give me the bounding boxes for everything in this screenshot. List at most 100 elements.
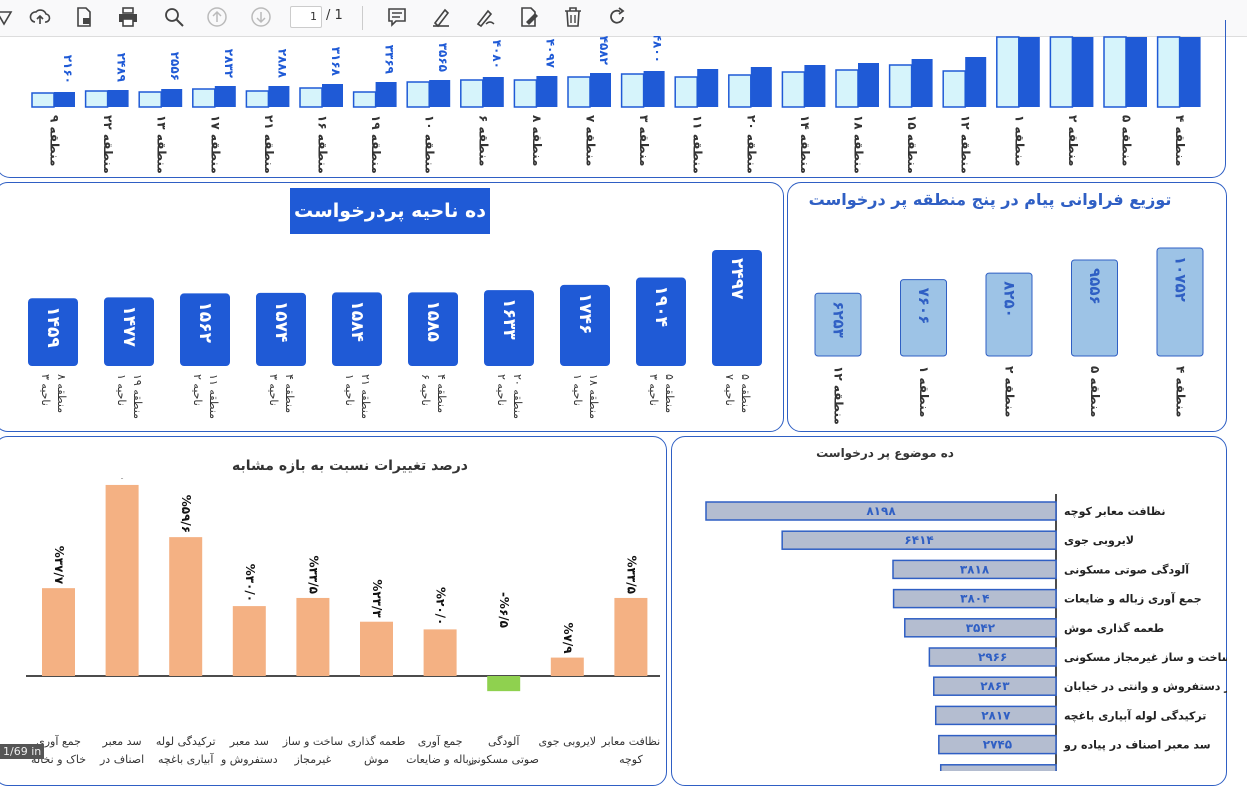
edit-document-icon[interactable] xyxy=(515,4,543,30)
category-label: منطقه ۲۰ xyxy=(744,115,758,174)
bar-value-label: ۳۱۶۸ xyxy=(329,47,343,77)
bar-series-1 xyxy=(620,73,645,108)
percent-category-line1: جمع آوری xyxy=(418,734,463,748)
highlight-icon[interactable] xyxy=(427,4,455,30)
district-value-label: ۱۹۰۴ xyxy=(651,286,671,328)
topic-label: آلودگی صوتی مسکونی xyxy=(1064,562,1189,576)
district-label-line2: منطقه ۱۸ xyxy=(587,374,600,419)
bar-series-2 xyxy=(107,90,129,107)
category-label: منطقه ۱۸ xyxy=(852,115,866,174)
topic-bar xyxy=(705,501,1057,521)
upload-icon[interactable] xyxy=(26,4,54,30)
comment-icon[interactable] xyxy=(383,4,411,30)
bar-series-2 xyxy=(214,86,236,107)
topic-value-label: ۲۹۶۶ xyxy=(978,650,1007,664)
district-bar xyxy=(332,292,382,366)
bar-series-1 xyxy=(1156,36,1181,108)
district-value-label: ۲۴۹۷ xyxy=(727,258,747,300)
print-icon[interactable] xyxy=(114,4,142,30)
category-label: منطقه ۱۱ xyxy=(691,115,705,174)
percent-category-line2: خاک و نخاله xyxy=(31,753,86,766)
previous-page-icon[interactable] xyxy=(203,4,231,30)
file-lock-icon[interactable] xyxy=(70,4,98,30)
percent-change-title: درصد تغییرات نسبت به بازه مشابه xyxy=(232,458,468,474)
category-label: منطقه ۱۰ xyxy=(423,115,437,174)
district-label-line2: منطقه ۵ xyxy=(739,374,752,413)
region-bar xyxy=(900,279,947,357)
chart-top-ten-topics: ۸۱۹۸ نظافت معابر کوچه ۶۴۱۴ لایروبی جوی ۳۸۱۸ آ… xyxy=(705,494,1227,771)
percent-category-line1: سد معبر xyxy=(229,735,269,748)
search-icon[interactable] xyxy=(160,4,188,30)
panel-top-ten-districts xyxy=(0,182,784,432)
topic-bar xyxy=(781,530,1057,550)
district-label-line1: ناحیه ۲ xyxy=(191,374,204,406)
draw-icon[interactable] xyxy=(471,4,499,30)
category-label: منطقه ۹ xyxy=(48,115,62,166)
region-label: منطقه ۲ xyxy=(1003,366,1017,417)
percent-bar xyxy=(550,657,584,676)
district-value-label: ۱۴۵۹ xyxy=(43,306,63,348)
bar-series-1 xyxy=(192,88,216,108)
category-label: منطقه ۵ xyxy=(1120,115,1134,166)
delete-icon[interactable] xyxy=(559,4,587,30)
bar-value-label: ۳۵۶۵ xyxy=(436,43,450,72)
category-label: منطقه ۶ xyxy=(476,115,490,166)
percent-value-label: -%۶/۵ xyxy=(497,592,511,628)
topic-bar xyxy=(933,676,1057,696)
bar-series-2 xyxy=(268,86,290,107)
toolbar-divider xyxy=(362,6,363,30)
region-value-label: ۷۶۰۶ xyxy=(915,288,933,325)
category-label: منطقه ۱۴ xyxy=(798,115,812,174)
bar-series-2 xyxy=(1126,37,1147,107)
region-bar xyxy=(1156,247,1204,357)
category-label: منطقه ۷ xyxy=(584,115,598,166)
percent-category-line1: سد معبر xyxy=(102,735,142,748)
bar-series-1 xyxy=(299,87,323,108)
district-value-label: ۱۵۸۴ xyxy=(347,300,367,342)
topic-value-label: ۲۸۶۳ xyxy=(980,679,1010,693)
bar-series-2 xyxy=(697,69,719,107)
bar-series-2 xyxy=(536,76,558,107)
bar-series-2 xyxy=(643,71,665,107)
percent-bar xyxy=(105,484,139,676)
percent-category-line2: غیرمجاز xyxy=(293,753,331,766)
region-value-label: ۹۵۵۶ xyxy=(1086,268,1104,305)
district-bar xyxy=(28,298,78,366)
district-label-line1: ناحیه ۱ xyxy=(115,374,128,406)
bar-series-2 xyxy=(1072,37,1094,107)
category-label: منطقه ۱۷ xyxy=(208,115,222,174)
category-label: منطقه ۳ xyxy=(637,115,651,166)
bar-series-1 xyxy=(781,71,806,108)
bar-series-1 xyxy=(513,79,538,108)
chart-percent-change: %۳۷/۷ جمع آوری خاک و نخاله %۸۲/۰ سد معبر اصنا… xyxy=(26,478,660,766)
district-bar xyxy=(636,277,686,366)
region-label: منطقه ۴ xyxy=(1174,366,1188,417)
district-bar xyxy=(256,292,306,366)
district-bar xyxy=(712,250,762,366)
bar-value-label: ۴۸۰۰ xyxy=(651,36,665,63)
bar-series-2 xyxy=(54,92,75,107)
bar-series-1 xyxy=(84,90,109,108)
page-number-input[interactable]: 1 xyxy=(290,6,322,28)
district-value-label: ۱۵۶۲ xyxy=(195,301,215,343)
rotate-icon[interactable] xyxy=(603,4,631,30)
topic-bar xyxy=(928,647,1057,667)
region-label: منطقه ۵ xyxy=(1088,366,1102,417)
district-label-line2: منطقه ۵ xyxy=(663,374,676,413)
percent-value-label: %۵۹/۶ xyxy=(179,495,193,533)
topic-label: ترکیدگی لوله آبیاری باغچه xyxy=(1064,708,1206,722)
district-bar xyxy=(560,284,610,366)
percent-category-line2: دستفروش و xyxy=(220,753,278,766)
district-bar xyxy=(180,293,230,366)
percent-category-line1: ساخت و ساز xyxy=(282,735,343,748)
bar-series-2 xyxy=(858,63,879,107)
chart-region-ranking: ۲۱۶۰ منطقه ۹ ۲۴۸۹ منطقه ۲۲ ۲۵۵۶ منطقه ۱۳ ۲۸۳۲ م… xyxy=(31,36,1201,174)
topic-bar xyxy=(939,764,1057,771)
next-page-icon[interactable] xyxy=(247,4,275,30)
topic-bar xyxy=(892,588,1057,609)
sidebar-toggle-icon[interactable] xyxy=(0,4,18,30)
category-label: منطقه ۱۳ xyxy=(155,115,169,174)
top-ten-topics-title: ده موضوع پر درخواست xyxy=(816,446,954,460)
bar-series-2 xyxy=(375,82,397,107)
pdf-toolbar: 1 / 1 xyxy=(0,0,1247,37)
